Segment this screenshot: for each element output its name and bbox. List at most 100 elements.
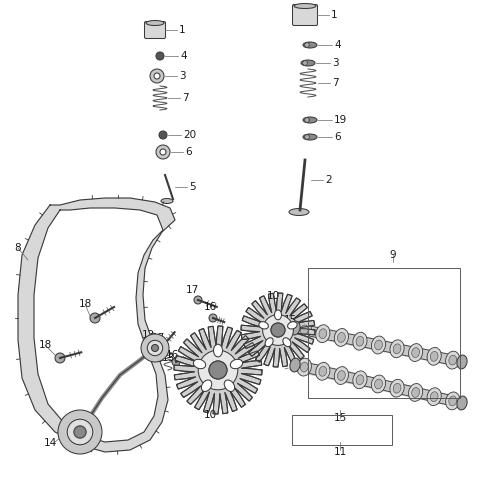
Circle shape xyxy=(156,145,170,159)
Text: 4: 4 xyxy=(180,51,187,61)
Ellipse shape xyxy=(146,20,164,25)
Circle shape xyxy=(305,118,310,122)
Ellipse shape xyxy=(449,396,456,406)
Ellipse shape xyxy=(289,209,309,216)
Circle shape xyxy=(194,296,202,304)
Circle shape xyxy=(152,344,158,351)
Ellipse shape xyxy=(316,325,330,343)
Ellipse shape xyxy=(445,351,460,369)
Polygon shape xyxy=(290,360,463,408)
Circle shape xyxy=(271,323,285,337)
Circle shape xyxy=(159,342,167,350)
Text: 7: 7 xyxy=(182,93,189,103)
Ellipse shape xyxy=(427,388,441,406)
Circle shape xyxy=(302,60,307,65)
Text: 15: 15 xyxy=(283,315,297,325)
Ellipse shape xyxy=(427,347,441,365)
Ellipse shape xyxy=(288,322,297,329)
Ellipse shape xyxy=(408,384,423,401)
Ellipse shape xyxy=(334,367,348,384)
Ellipse shape xyxy=(334,328,348,346)
Ellipse shape xyxy=(337,371,345,380)
Text: 5: 5 xyxy=(189,182,196,192)
Circle shape xyxy=(209,314,217,322)
Circle shape xyxy=(209,361,227,379)
Circle shape xyxy=(160,149,166,155)
Circle shape xyxy=(172,358,180,366)
Ellipse shape xyxy=(393,383,401,393)
Text: 2: 2 xyxy=(325,175,332,185)
Polygon shape xyxy=(174,326,262,414)
Bar xyxy=(292,415,392,445)
Ellipse shape xyxy=(430,351,438,361)
Circle shape xyxy=(55,353,65,363)
Text: 3: 3 xyxy=(179,71,186,81)
Text: 17: 17 xyxy=(185,285,199,295)
Circle shape xyxy=(141,334,169,362)
Ellipse shape xyxy=(390,340,404,358)
Circle shape xyxy=(271,323,285,337)
Ellipse shape xyxy=(259,322,268,329)
Text: 6: 6 xyxy=(334,132,341,142)
Ellipse shape xyxy=(303,134,317,140)
Ellipse shape xyxy=(353,332,367,350)
Ellipse shape xyxy=(356,375,364,385)
Circle shape xyxy=(156,52,164,60)
Text: 19: 19 xyxy=(334,115,347,125)
Circle shape xyxy=(159,131,167,139)
Ellipse shape xyxy=(356,336,364,346)
Ellipse shape xyxy=(316,362,330,380)
Circle shape xyxy=(67,419,93,445)
Ellipse shape xyxy=(374,379,383,389)
Text: 3: 3 xyxy=(332,58,338,68)
Circle shape xyxy=(154,73,160,79)
Ellipse shape xyxy=(275,310,281,320)
Ellipse shape xyxy=(303,117,317,123)
Circle shape xyxy=(58,410,102,454)
Text: 16: 16 xyxy=(166,350,179,360)
Ellipse shape xyxy=(353,371,367,389)
Ellipse shape xyxy=(214,344,223,357)
Text: 17: 17 xyxy=(151,333,165,343)
Ellipse shape xyxy=(303,42,317,48)
Ellipse shape xyxy=(297,321,312,339)
Text: 18: 18 xyxy=(78,299,92,309)
Polygon shape xyxy=(241,293,315,367)
Ellipse shape xyxy=(283,338,291,347)
Text: 6: 6 xyxy=(185,147,192,157)
Ellipse shape xyxy=(319,329,327,339)
Ellipse shape xyxy=(290,358,300,372)
Ellipse shape xyxy=(372,375,385,393)
Text: 11: 11 xyxy=(334,447,347,457)
Circle shape xyxy=(74,426,86,438)
Text: 10: 10 xyxy=(266,291,279,301)
Ellipse shape xyxy=(319,366,327,376)
Ellipse shape xyxy=(230,359,242,369)
Ellipse shape xyxy=(430,392,438,402)
Ellipse shape xyxy=(393,344,401,354)
Ellipse shape xyxy=(457,396,467,410)
FancyBboxPatch shape xyxy=(292,4,317,25)
Text: 12: 12 xyxy=(142,330,155,340)
Ellipse shape xyxy=(224,380,235,392)
Text: 20: 20 xyxy=(183,130,196,140)
Ellipse shape xyxy=(161,199,173,204)
Ellipse shape xyxy=(300,325,308,335)
Ellipse shape xyxy=(372,336,385,354)
Text: 9: 9 xyxy=(390,250,396,260)
Text: 8: 8 xyxy=(15,243,21,253)
Ellipse shape xyxy=(412,388,420,397)
Circle shape xyxy=(90,313,100,323)
Circle shape xyxy=(198,350,238,390)
Text: 4: 4 xyxy=(334,40,341,50)
Ellipse shape xyxy=(457,355,467,369)
Text: 15: 15 xyxy=(334,413,347,423)
Ellipse shape xyxy=(300,362,308,372)
Circle shape xyxy=(263,314,293,345)
Text: 1: 1 xyxy=(179,25,186,35)
Text: 13: 13 xyxy=(161,353,175,363)
Polygon shape xyxy=(290,323,463,367)
Ellipse shape xyxy=(374,340,383,350)
Ellipse shape xyxy=(265,338,273,347)
Bar xyxy=(308,268,460,398)
